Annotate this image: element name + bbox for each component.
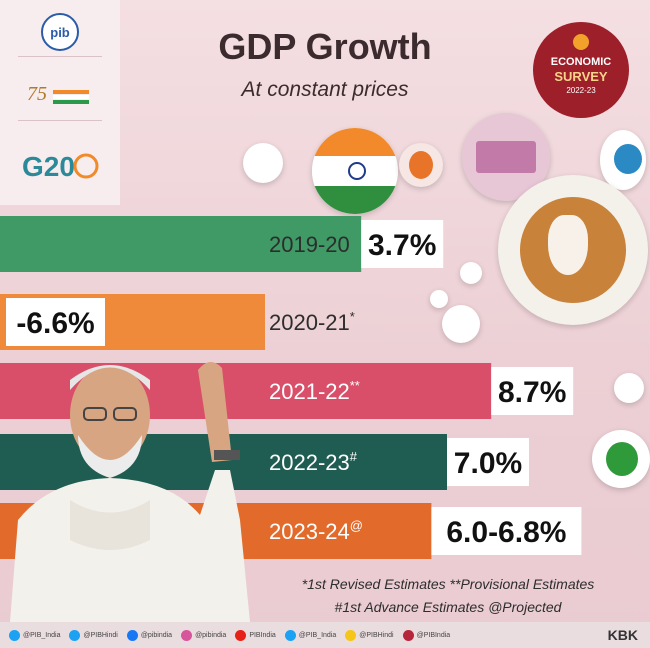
youtube-icon	[235, 629, 247, 641]
lotus-orange-bubble	[399, 143, 443, 187]
category-label: 2020-21*	[269, 309, 355, 335]
social-handles: @PIB_India @PIBHindi @pibindia @pibindia PIB…	[0, 629, 451, 641]
badge-line-1: ECONOMIC	[550, 56, 612, 68]
social-handle-text: @pibindia	[140, 631, 173, 639]
india-map-bubble	[498, 175, 648, 325]
social-handle[interactable]: @PIBHindi	[345, 629, 394, 641]
logo-panel: pib 75 G20	[0, 0, 120, 205]
lotus-green-bubble	[592, 430, 650, 488]
social-handle-text: @PIBHindi	[83, 631, 118, 639]
pib-logo: pib	[18, 8, 102, 57]
social-handle[interactable]: @pibindia	[181, 629, 227, 641]
social-handle[interactable]: @PIBIndia	[402, 629, 451, 641]
social-handle[interactable]: @pibindia	[126, 629, 173, 641]
svg-text:G20: G20	[22, 151, 75, 182]
facebook-icon	[126, 629, 138, 641]
social-handle[interactable]: @PIB_India	[284, 629, 337, 641]
instagram-icon	[181, 629, 193, 641]
category-label: 2019-20	[269, 232, 350, 257]
value-label: 8.7%	[498, 376, 566, 409]
linkedin-icon	[402, 629, 414, 641]
decor-bubble	[442, 305, 480, 343]
social-footer: @PIB_India @PIBHindi @pibindia @pibindia PIB…	[0, 622, 650, 648]
social-handle[interactable]: PIBIndia	[235, 629, 276, 641]
value-box	[491, 367, 574, 415]
g20-logo: G20	[18, 142, 102, 190]
value-box	[361, 220, 444, 268]
decor-bubble	[614, 373, 644, 403]
twitter-icon	[9, 629, 20, 641]
social-handle[interactable]: @PIBHindi	[69, 629, 118, 641]
badge-line-2: SURVEY	[554, 69, 608, 84]
lotus-blue-bubble	[600, 130, 646, 190]
twitter-icon	[69, 629, 81, 641]
decor-bubble	[460, 262, 482, 284]
value-label: 6.0-6.8%	[446, 516, 566, 549]
twitter-icon	[284, 629, 296, 641]
category-label: 2021-22**	[269, 378, 360, 404]
category-label: 2022-23#	[269, 449, 358, 475]
footnote-line-2: #1st Advance Estimates @Projected	[334, 599, 562, 615]
page-title: GDP Growth	[218, 26, 432, 67]
survey-emblem-icon	[573, 34, 589, 50]
social-handle-text: @PIBIndia	[416, 631, 451, 639]
value-label: -6.6%	[16, 307, 94, 340]
badge-line-3: 2022-23	[566, 86, 596, 95]
social-handle-text: @PIB_India	[298, 631, 337, 639]
azadi-ka-amrit-mahotsav-logo: 75	[18, 72, 102, 121]
decor-bubble	[243, 143, 283, 183]
social-handle-text: PIBIndia	[249, 631, 276, 639]
svg-text:75: 75	[27, 83, 47, 105]
value-label: 3.7%	[368, 229, 436, 262]
economic-survey-badge: ECONOMIC SURVEY 2022-23	[533, 22, 629, 118]
value-box	[447, 438, 529, 486]
social-handle-text: @PIB_India	[23, 631, 61, 639]
social-handle-text: @PIBHindi	[359, 631, 394, 639]
bar-2019-20	[0, 216, 362, 272]
decor-bubble	[430, 290, 448, 308]
value-box	[431, 507, 582, 555]
svg-text:pib: pib	[50, 25, 70, 40]
credit-label: KBK	[607, 627, 638, 643]
footnote-line-1: *1st Revised Estimates **Provisional Est…	[301, 576, 595, 592]
category-label: 2023-24@	[269, 518, 363, 544]
koo-icon	[345, 629, 357, 641]
value-label: 7.0%	[454, 447, 522, 480]
social-handle[interactable]: @PIB_India	[9, 629, 61, 641]
social-handle-text: @pibindia	[195, 631, 227, 639]
value-box	[6, 298, 105, 346]
person-photo	[0, 350, 265, 622]
page-subtitle: At constant prices	[241, 78, 409, 101]
